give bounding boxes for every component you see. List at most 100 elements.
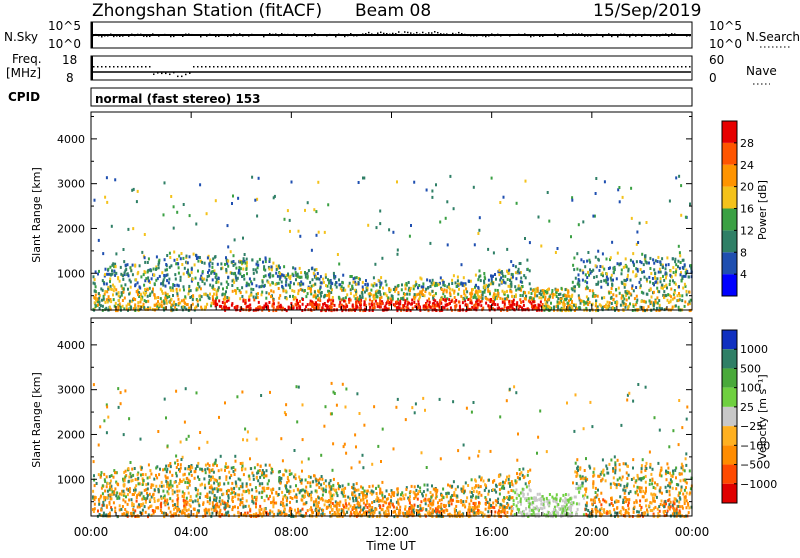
echo-cell	[612, 293, 614, 296]
noise-sample	[482, 35, 484, 37]
echo-cell	[267, 307, 269, 310]
noise-sample	[647, 35, 649, 37]
echo-cell	[124, 283, 126, 286]
echo-cell	[325, 485, 327, 488]
echo-cell	[633, 264, 635, 267]
nave-sample	[441, 66, 443, 68]
noise-sample	[206, 35, 208, 37]
echo-cell	[249, 483, 251, 486]
echo-cell	[246, 258, 248, 261]
echo-cell	[531, 292, 533, 295]
echo-cell	[227, 276, 229, 279]
echo-cell	[251, 176, 253, 179]
echo-cell	[413, 285, 415, 288]
echo-cell	[511, 480, 513, 483]
noise-sample	[182, 35, 184, 37]
noise-sample	[557, 36, 559, 38]
echo-cell	[330, 282, 332, 285]
nave-sample	[329, 66, 331, 68]
nave-sample	[385, 66, 387, 68]
nave-sample	[689, 66, 691, 68]
echo-cell	[431, 190, 433, 193]
echo-cell	[307, 201, 309, 204]
echo-cell	[315, 480, 317, 483]
echo-cell	[186, 255, 188, 258]
colorbar-swatch	[722, 252, 737, 274]
echo-cell	[653, 291, 655, 294]
echo-cell	[102, 305, 104, 308]
colorbar-tick-label: 16	[740, 203, 754, 216]
echo-cell	[238, 487, 240, 490]
nave-sample	[501, 66, 503, 68]
echo-cell	[397, 249, 399, 252]
echo-cell	[595, 192, 597, 195]
echo-cell	[633, 501, 635, 504]
echo-cell	[537, 287, 539, 290]
nave-sample	[505, 66, 507, 68]
echo-cell	[237, 287, 239, 290]
echo-cell	[350, 292, 352, 295]
echo-cell	[679, 254, 681, 257]
echo-cell	[544, 298, 546, 301]
echo-cell	[270, 295, 272, 298]
echo-cell	[310, 485, 312, 488]
echo-cell	[300, 509, 302, 512]
nave-sample	[309, 66, 311, 68]
nave-sample	[609, 66, 611, 68]
echo-cell	[132, 273, 134, 276]
echo-cell	[665, 264, 667, 267]
echo-cell	[644, 276, 646, 279]
echo-cell	[587, 303, 589, 306]
echo-cell	[658, 299, 660, 302]
echo-cell	[293, 489, 295, 492]
echo-cell	[673, 509, 675, 512]
echo-cell	[144, 261, 146, 264]
noise-sample	[350, 33, 352, 35]
echo-cell	[660, 280, 662, 283]
echo-cell	[576, 502, 578, 505]
echo-cell	[624, 283, 626, 286]
echo-cell	[209, 284, 211, 287]
echo-cell	[118, 294, 120, 297]
noise-sample	[284, 34, 286, 36]
nave-sample	[605, 66, 607, 68]
nave-sample	[509, 66, 511, 68]
echo-cell	[575, 304, 577, 307]
echo-cell	[540, 293, 542, 296]
echo-cell	[105, 268, 107, 271]
echo-cell	[332, 302, 334, 305]
echo-cell	[285, 284, 287, 287]
freq-right-tick-bottom: 0	[709, 71, 717, 85]
echo-cell	[148, 280, 150, 283]
echo-cell	[620, 304, 622, 307]
echo-cell	[211, 302, 213, 305]
echo-cell	[302, 508, 304, 511]
echo-cell	[625, 290, 627, 293]
echo-cell	[149, 307, 151, 310]
echo-cell	[174, 273, 176, 276]
noise-sample	[290, 34, 292, 36]
echo-cell	[455, 299, 457, 302]
nave-sample	[681, 66, 683, 68]
noise-sample	[191, 34, 193, 36]
echo-cell	[628, 501, 630, 504]
echo-cell	[626, 477, 628, 480]
echo-cell	[480, 304, 482, 307]
echo-cell	[234, 289, 236, 292]
echo-cell	[549, 493, 551, 496]
echo-cell	[398, 303, 400, 306]
echo-cell	[522, 294, 524, 297]
echo-cell	[617, 252, 619, 255]
nave-sample	[125, 66, 127, 68]
echo-cell	[200, 278, 202, 281]
echo-cell	[174, 306, 176, 309]
echo-cell	[562, 494, 564, 497]
noise-sample	[329, 34, 331, 36]
echo-cell	[228, 297, 230, 300]
echo-cell	[681, 472, 683, 475]
nave-sample	[641, 66, 643, 68]
echo-cell	[235, 292, 237, 295]
noise-sample	[563, 33, 565, 35]
echo-cell	[111, 474, 113, 477]
echo-cell	[147, 295, 149, 298]
